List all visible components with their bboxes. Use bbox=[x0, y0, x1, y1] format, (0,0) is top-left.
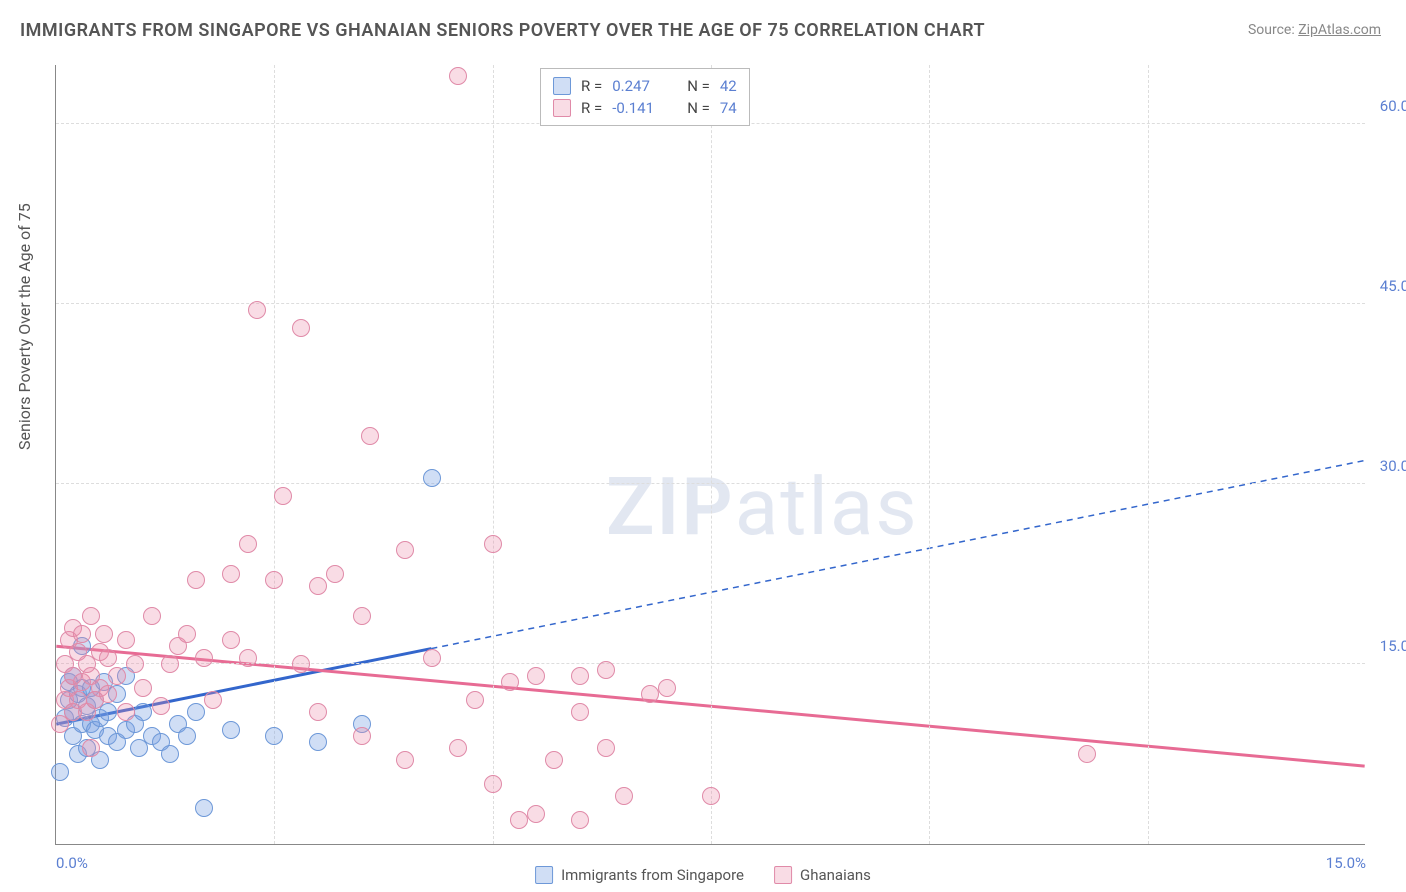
scatter-point bbox=[702, 787, 720, 805]
scatter-point bbox=[99, 685, 117, 703]
scatter-point bbox=[309, 703, 327, 721]
scatter-point bbox=[134, 703, 152, 721]
scatter-point bbox=[82, 607, 100, 625]
gridline-vertical bbox=[493, 65, 494, 844]
series-legend-item: Immigrants from Singapore bbox=[535, 866, 744, 884]
source-label: Source: ZipAtlas.com bbox=[1248, 22, 1381, 38]
scatter-point bbox=[248, 301, 266, 319]
gridline-vertical bbox=[929, 65, 930, 844]
scatter-point bbox=[571, 667, 589, 685]
scatter-point bbox=[571, 811, 589, 829]
scatter-point bbox=[108, 667, 126, 685]
scatter-point bbox=[187, 571, 205, 589]
scatter-point bbox=[73, 625, 91, 643]
scatter-point bbox=[466, 691, 484, 709]
scatter-point bbox=[178, 625, 196, 643]
scatter-point bbox=[449, 67, 467, 85]
legend-swatch bbox=[535, 866, 553, 884]
scatter-point bbox=[82, 739, 100, 757]
scatter-point bbox=[239, 535, 257, 553]
scatter-point bbox=[527, 667, 545, 685]
scatter-point bbox=[396, 751, 414, 769]
scatter-point bbox=[396, 541, 414, 559]
scatter-plot: ZIPatlas 15.0%30.0%45.0%60.0%0.0%15.0% bbox=[55, 65, 1365, 845]
scatter-point bbox=[134, 679, 152, 697]
scatter-point bbox=[501, 673, 519, 691]
scatter-point bbox=[353, 607, 371, 625]
scatter-point bbox=[187, 703, 205, 721]
trend-line-dashed bbox=[431, 460, 1364, 648]
legend-row: R =0.247N =42 bbox=[553, 75, 737, 97]
scatter-point bbox=[95, 625, 113, 643]
scatter-point bbox=[161, 745, 179, 763]
scatter-point bbox=[423, 649, 441, 667]
scatter-point bbox=[1078, 745, 1096, 763]
scatter-point bbox=[51, 715, 69, 733]
scatter-point bbox=[361, 427, 379, 445]
scatter-point bbox=[178, 727, 196, 745]
scatter-point bbox=[195, 799, 213, 817]
scatter-point bbox=[117, 703, 135, 721]
series-legend: Immigrants from Singapore Ghanaians bbox=[535, 866, 871, 884]
scatter-point bbox=[353, 727, 371, 745]
scatter-point bbox=[117, 631, 135, 649]
scatter-point bbox=[126, 655, 144, 673]
scatter-point bbox=[265, 727, 283, 745]
y-tick-label: 30.0% bbox=[1370, 457, 1406, 475]
scatter-point bbox=[222, 565, 240, 583]
scatter-point bbox=[484, 535, 502, 553]
scatter-point bbox=[658, 679, 676, 697]
scatter-point bbox=[99, 649, 117, 667]
scatter-point bbox=[309, 733, 327, 751]
scatter-point bbox=[161, 655, 179, 673]
scatter-point bbox=[423, 469, 441, 487]
scatter-point bbox=[195, 649, 213, 667]
scatter-point bbox=[143, 607, 161, 625]
scatter-point bbox=[265, 571, 283, 589]
series-legend-item: Ghanaians bbox=[774, 866, 871, 884]
scatter-point bbox=[527, 805, 545, 823]
y-tick-label: 45.0% bbox=[1370, 277, 1406, 295]
scatter-point bbox=[484, 775, 502, 793]
correlation-legend: R =0.247N =42R =-0.141N =74 bbox=[540, 68, 750, 126]
scatter-point bbox=[641, 685, 659, 703]
scatter-point bbox=[292, 319, 310, 337]
legend-row: R =-0.141N =74 bbox=[553, 97, 737, 119]
scatter-point bbox=[51, 763, 69, 781]
series-label: Ghanaians bbox=[800, 866, 871, 884]
scatter-point bbox=[292, 655, 310, 673]
scatter-point bbox=[510, 811, 528, 829]
y-tick-label: 60.0% bbox=[1370, 97, 1406, 115]
x-tick-label: 0.0% bbox=[56, 854, 88, 872]
scatter-point bbox=[239, 649, 257, 667]
scatter-point bbox=[309, 577, 327, 595]
scatter-point bbox=[571, 703, 589, 721]
scatter-point bbox=[597, 739, 615, 757]
source-link[interactable]: ZipAtlas.com bbox=[1298, 22, 1381, 38]
scatter-point bbox=[204, 691, 222, 709]
scatter-point bbox=[222, 721, 240, 739]
legend-swatch bbox=[553, 99, 571, 117]
series-label: Immigrants from Singapore bbox=[561, 866, 744, 884]
scatter-point bbox=[545, 751, 563, 769]
scatter-point bbox=[615, 787, 633, 805]
scatter-point bbox=[326, 565, 344, 583]
scatter-point bbox=[222, 631, 240, 649]
legend-swatch bbox=[553, 77, 571, 95]
y-axis-title: Seniors Poverty Over the Age of 75 bbox=[15, 203, 34, 450]
scatter-point bbox=[274, 487, 292, 505]
gridline-vertical bbox=[711, 65, 712, 844]
y-tick-label: 15.0% bbox=[1370, 637, 1406, 655]
gridline-vertical bbox=[1148, 65, 1149, 844]
chart-title: IMMIGRANTS FROM SINGAPORE VS GHANAIAN SE… bbox=[20, 20, 985, 41]
scatter-point bbox=[449, 739, 467, 757]
scatter-point bbox=[597, 661, 615, 679]
scatter-point bbox=[152, 697, 170, 715]
x-tick-label: 15.0% bbox=[1326, 854, 1366, 872]
legend-swatch bbox=[774, 866, 792, 884]
watermark: ZIPatlas bbox=[606, 460, 919, 554]
chart-container: IMMIGRANTS FROM SINGAPORE VS GHANAIAN SE… bbox=[0, 0, 1406, 892]
